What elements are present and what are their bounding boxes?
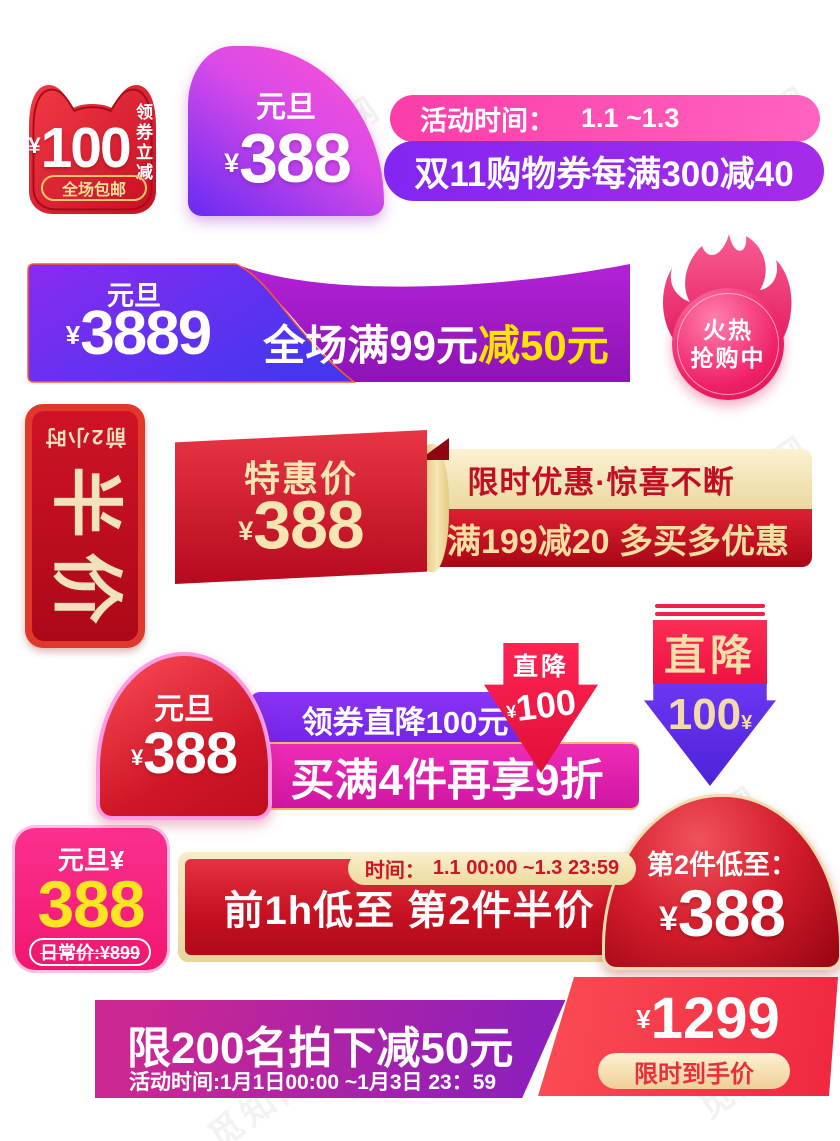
activity-time-text: 活动时间:1月1日00:00 ~1月3日 23：59 [129, 1071, 497, 1094]
second-item-price: ¥388 [605, 875, 839, 951]
coupon-claim-label: 领券立减 [133, 103, 152, 183]
special-price: ¥388 [175, 486, 427, 564]
currency-symbol: ¥ [741, 712, 753, 734]
banner-price: ¥3889 [38, 298, 238, 369]
newyear-square-tag: 元旦¥ 388 日常价:¥899 [15, 828, 167, 970]
dome-price: ¥388 [100, 720, 268, 787]
limited-price-pill: 限时到手价 [598, 1053, 790, 1089]
currency-symbol: ¥ [238, 516, 254, 546]
dome-title: 元旦 [154, 693, 214, 726]
second-item-label: 第2件低至： [646, 850, 798, 880]
promo-discount: 减50元 [478, 322, 609, 369]
hot-line1: 火热 [703, 317, 753, 343]
price-drop-arrow-red: 直降 ¥100 [484, 643, 598, 773]
banner-title: 元旦 [107, 281, 161, 311]
hot-line2: 抢购中 [690, 345, 766, 371]
flame-circle: 火热 抢购中 [672, 288, 784, 400]
currency-symbol: ¥ [224, 148, 240, 178]
price-value: 388 [143, 721, 238, 786]
time-label: 时间： [364, 860, 425, 882]
currency-symbol: ¥ [28, 133, 41, 158]
time-pill: 时间： 1.1 00:00 ~1.3 23:59 [348, 852, 636, 885]
price-value: 3889 [80, 299, 212, 368]
tag-price: 388 [37, 867, 145, 941]
price-value: 388 [253, 487, 364, 563]
tier-discount-banner: 每满199减20 多买多优惠 [390, 509, 812, 567]
currency-symbol: ¥ [65, 320, 81, 350]
half-price-label: 半 价 [32, 459, 138, 631]
coupon-value: 100 [40, 116, 132, 180]
vertical-tag-inner: 前2小时 半 价 [32, 411, 138, 641]
hot-sale-flame-badge: 火热 抢购中 [650, 228, 808, 406]
price-value: 388 [677, 876, 786, 950]
price-drop-arrow-purple: 直降 100¥ [644, 604, 776, 786]
newyear-price-badge: 元旦 ¥388 [188, 46, 384, 216]
free-shipping-pill: 全场包邮 [41, 175, 147, 201]
newyear-dome-tag: 元旦 ¥388 [96, 652, 272, 820]
tag-title: 元旦¥ [57, 845, 125, 875]
currency-symbol: ¥ [636, 1004, 651, 1034]
final-price-block: ¥1299 限时到手价 [538, 977, 838, 1096]
wave-banner: 元旦 ¥3889 [18, 256, 638, 390]
coupon-cat-tag: ¥100 领券立减 全场包邮 [15, 75, 171, 215]
cat-head-shape [29, 85, 156, 214]
price-char: 价 [45, 551, 125, 624]
amount-value: 100 [667, 690, 742, 739]
time-label: 活动时间： [420, 106, 555, 136]
time-value: 1.1 ~1.3 [581, 103, 680, 133]
promo-threshold: 全场满99元 [263, 322, 478, 369]
currency-symbol: ¥ [130, 745, 144, 770]
drop-label: 直降 [512, 653, 569, 681]
currency-symbol: ¥ [658, 900, 678, 938]
amount-value: 100 [513, 680, 579, 729]
extra-discount-band: 买满4件再享9折 [255, 744, 639, 808]
price-value: 1299 [650, 986, 780, 1051]
wave-banner-shape [27, 263, 630, 383]
badge-title: 元旦 [256, 91, 316, 124]
special-price-label: 特惠价 [243, 458, 358, 499]
limited-offer-banner: 限时优惠·惊喜不断 [390, 449, 812, 509]
badge-price: ¥388 [202, 118, 372, 198]
activity-time-pill: 活动时间： 1.1 ~1.3 [390, 95, 820, 142]
old-price-pill: 日常价:¥899 [29, 938, 151, 966]
hot-sale-text: 火热 抢购中 [672, 288, 784, 400]
decor-line [654, 604, 766, 608]
final-price: ¥1299 [558, 985, 838, 1052]
decor-line [654, 612, 766, 616]
drop-label-box: 直降 [653, 620, 767, 684]
price-value: 388 [239, 119, 352, 197]
limited-quota-banner: 限200名拍下减50元 活动时间:1月1日00:00 ~1月3日 23：59 [95, 1000, 566, 1098]
half-price-vertical-tag: 前2小时 半 价 [25, 404, 145, 648]
time-value: 1.1 00:00 ~1.3 23:59 [432, 857, 620, 879]
drop-amount: 100¥ [644, 690, 776, 740]
coupon-promo-bar: 双11购物券每满300减40 [384, 141, 824, 201]
second-item-dome: 第2件低至： ¥388 [602, 794, 840, 970]
quota-promo-text: 限200名拍下减50元 [127, 1024, 514, 1073]
coupon-amount: ¥100 [25, 115, 133, 181]
full-reduction-promo: 全场满99元减50元 [234, 312, 638, 373]
special-price-flag: 特惠价 ¥388 [175, 430, 427, 584]
